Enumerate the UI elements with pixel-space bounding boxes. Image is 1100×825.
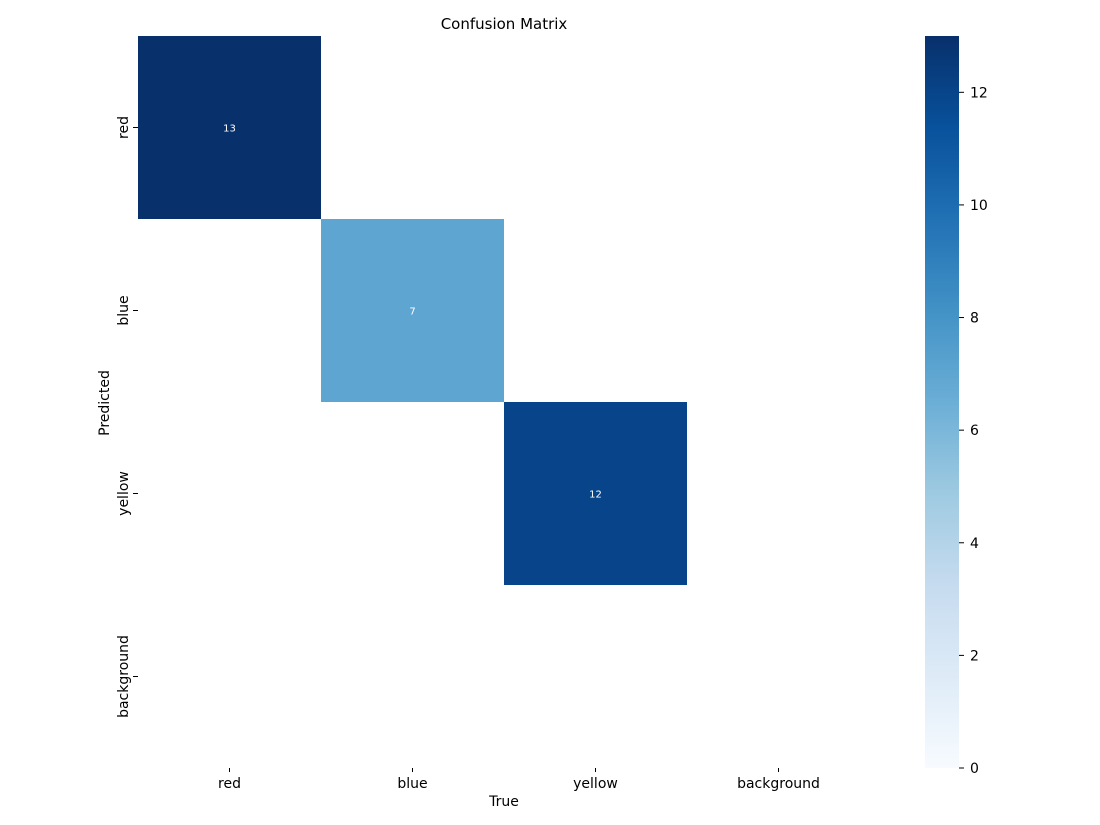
colorbar-tick-label: 10 [970,198,988,214]
heatmap-cell [138,36,321,219]
colorbar-tick-label: 0 [970,761,979,777]
chart-title: Confusion Matrix [441,15,568,33]
y-tick-label: red [116,116,132,139]
y-tick-label: blue [116,295,132,325]
colorbar-ticks: 0 2 4 6 8 10 12 [959,85,988,777]
colorbar-tick-label: 2 [970,648,979,664]
colorbar-tick-label: 6 [970,423,979,439]
y-axis-ticks: red blue yellow background [116,116,138,718]
heatmap-cell-labels: 13 7 12 [223,124,602,501]
cell-value-label: 12 [589,490,602,501]
y-axis-label: Predicted [97,370,113,436]
y-tick-label: yellow [116,471,132,516]
cell-value-label: 7 [409,307,415,318]
x-tick-label: blue [397,776,427,792]
x-tick-label: red [218,776,241,792]
x-tick-label: yellow [573,776,618,792]
colorbar-tick-label: 4 [970,536,979,552]
colorbar-tick-label: 12 [970,85,988,101]
x-tick-label: background [737,776,820,792]
heatmap-cells [138,36,687,585]
x-axis-ticks: red blue yellow background [218,768,820,792]
x-axis-label: True [488,794,519,810]
heatmap-cell [504,402,687,585]
colorbar [925,36,959,768]
cell-value-label: 13 [223,124,236,135]
y-tick-label: background [116,635,132,718]
heatmap-cell [321,219,504,402]
colorbar-tick-label: 8 [970,311,979,327]
